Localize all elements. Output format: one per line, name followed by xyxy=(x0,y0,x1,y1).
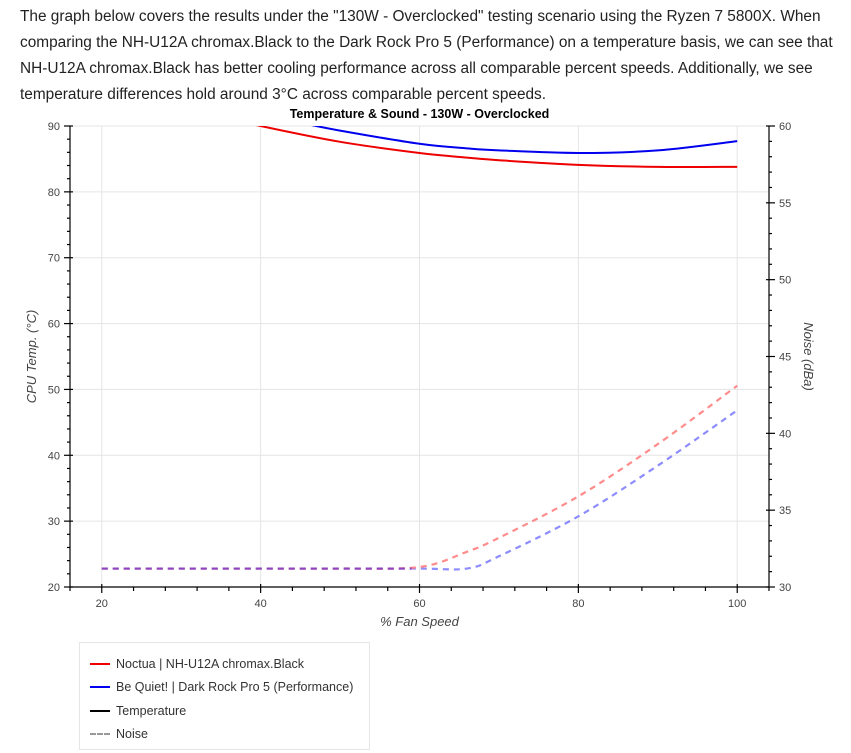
legend-label: Temperature xyxy=(116,703,187,718)
left-tick-label: 20 xyxy=(48,582,60,594)
legend-item-noise[interactable]: Noise xyxy=(90,723,369,747)
legend-label: Noise xyxy=(116,727,148,742)
axes xyxy=(64,125,775,593)
right-tick-label: 50 xyxy=(779,275,791,287)
legend-swatch-black xyxy=(90,709,110,712)
temperature-sound-chart: Temperature & Sound - 130W - Overclocked… xyxy=(24,107,816,629)
left-tick-label: 50 xyxy=(48,384,60,396)
right-tick-label: 30 xyxy=(779,582,791,594)
series-line-temp-noctua xyxy=(255,126,738,168)
legend-swatch-dashed xyxy=(90,733,110,736)
chart-legend: Noctua | NH-U12A chromax.Black Be Quiet!… xyxy=(79,642,370,750)
legend-item-noctua[interactable]: Noctua | NH-U12A chromax.Black xyxy=(90,652,369,676)
left-tick-label: 30 xyxy=(48,516,60,528)
left-tick-label: 90 xyxy=(48,121,60,133)
right-tick-label: 60 xyxy=(779,121,791,133)
left-tick-label: 40 xyxy=(48,450,60,462)
legend-item-bequiet[interactable]: Be Quiet! | Dark Rock Pro 5 (Performance… xyxy=(90,676,369,700)
chart-container: Temperature & Sound - 130W - Overclocked… xyxy=(0,104,851,644)
bottom-tick-label: 80 xyxy=(572,598,584,610)
y2-axis-label: Noise (dBa) xyxy=(801,322,816,391)
series-line-noise-noctua xyxy=(101,384,738,570)
grid-lines xyxy=(70,125,769,588)
left-tick-label: 70 xyxy=(48,253,60,265)
chart-title: Temperature & Sound - 130W - Overclocked xyxy=(290,107,550,121)
right-tick-label: 35 xyxy=(779,505,791,517)
bottom-tick-label: 100 xyxy=(728,598,746,610)
legend-swatch-red xyxy=(90,662,110,665)
left-tick-label: 60 xyxy=(48,319,60,331)
legend-swatch-blue xyxy=(90,686,110,689)
right-tick-label: 40 xyxy=(779,428,791,440)
intro-paragraph: The graph below covers the results under… xyxy=(20,8,833,103)
x-axis-label: % Fan Speed xyxy=(380,614,460,629)
legend-item-temperature[interactable]: Temperature xyxy=(90,699,369,723)
left-tick-label: 80 xyxy=(48,187,60,199)
series-line-temp-bequiet xyxy=(311,126,738,155)
bottom-tick-label: 20 xyxy=(96,598,108,610)
legend-label: Noctua | NH-U12A chromax.Black xyxy=(116,656,305,671)
plot-area xyxy=(101,126,738,571)
legend-label: Be Quiet! | Dark Rock Pro 5 (Performance… xyxy=(116,680,354,695)
right-tick-label: 55 xyxy=(779,198,791,210)
bottom-tick-label: 40 xyxy=(255,598,267,610)
bottom-tick-label: 60 xyxy=(413,598,425,610)
y-axis-label: CPU Temp. (°C) xyxy=(24,310,39,404)
right-tick-label: 45 xyxy=(779,352,791,364)
